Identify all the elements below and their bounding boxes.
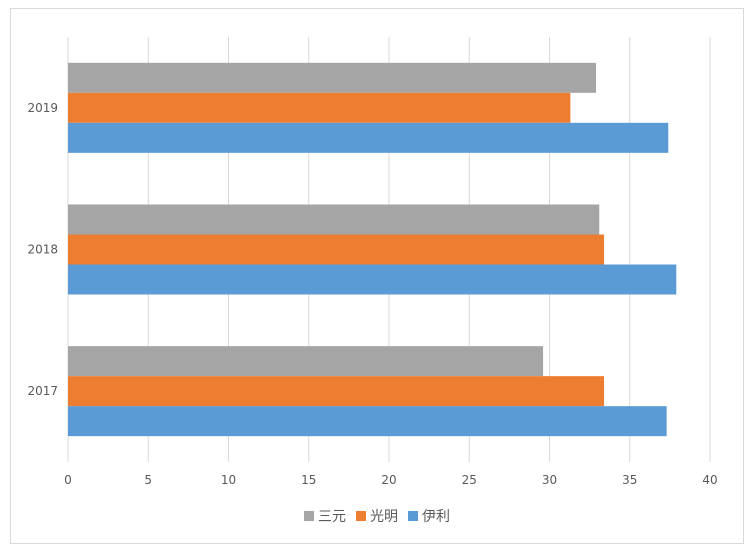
bar-2018-三元	[68, 204, 600, 235]
bar-2019-三元	[68, 62, 597, 93]
x-tick-label: 15	[301, 473, 316, 487]
legend-swatch	[408, 511, 418, 521]
y-tick-label: 2017	[27, 384, 58, 398]
bar-2017-三元	[68, 346, 544, 377]
bar-2017-光明	[68, 376, 605, 407]
x-tick-label: 25	[462, 473, 477, 487]
legend-swatch	[356, 511, 366, 521]
bar-2019-伊利	[68, 122, 669, 153]
bar-2017-伊利	[68, 406, 667, 437]
y-tick-label: 2019	[27, 101, 58, 115]
x-tick-label: 0	[64, 473, 72, 487]
legend-label: 光明	[370, 509, 398, 525]
x-tick-label: 20	[381, 473, 396, 487]
legend-label: 伊利	[422, 509, 450, 525]
x-tick-label: 30	[542, 473, 557, 487]
category-axis-labels: 2019 2018 2017	[27, 101, 58, 398]
x-tick-label: 40	[702, 473, 717, 487]
bar-2019-光明	[68, 92, 571, 123]
x-tick-label: 5	[144, 473, 152, 487]
legend: 三元 光明 伊利	[304, 509, 450, 525]
bars	[68, 62, 677, 437]
value-axis-labels: 0 5 10 15 20 25 30 35 40	[64, 473, 717, 487]
x-tick-label: 35	[622, 473, 637, 487]
y-tick-label: 2018	[27, 243, 58, 257]
bar-2018-光明	[68, 234, 605, 265]
legend-label: 三元	[318, 509, 346, 525]
legend-swatch	[304, 511, 314, 521]
x-tick-label: 10	[221, 473, 236, 487]
bar-2018-伊利	[68, 264, 677, 295]
